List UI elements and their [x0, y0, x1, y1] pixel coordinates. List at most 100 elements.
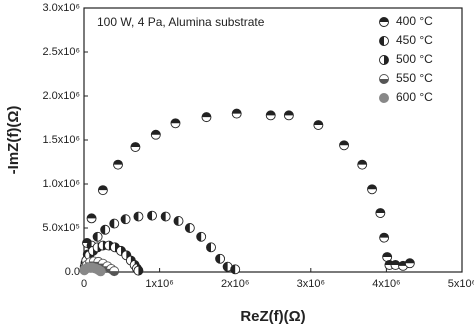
- marker-half: [87, 213, 97, 219]
- y-tick-label: 2.0x10⁶: [42, 90, 80, 102]
- data-point: [92, 231, 103, 242]
- marker-half: [121, 214, 126, 224]
- y-axis-title: -ImZ(f)(Ω): [5, 106, 22, 175]
- marker-half: [100, 225, 106, 235]
- data-point: [184, 223, 195, 233]
- legend-label: 600 °C: [396, 90, 433, 104]
- data-point: [339, 140, 350, 151]
- marker-half: [223, 262, 228, 272]
- data-point: [147, 210, 157, 221]
- y-tick-label: 3.0x10⁶: [42, 2, 80, 14]
- data-point: [130, 142, 141, 152]
- data-point: [100, 224, 111, 235]
- marker-half: [215, 254, 221, 264]
- x-tick-label: 5x10⁶: [448, 278, 474, 290]
- data-point: [222, 261, 233, 272]
- marker-fill: [379, 93, 389, 103]
- data-point: [133, 211, 144, 222]
- annotation: 100 W, 4 Pa, Alumina substrate: [97, 15, 265, 29]
- y-tick-label: 0.0: [65, 266, 80, 278]
- y-tick-label: 2.5x10⁶: [42, 46, 80, 58]
- marker-half: [230, 264, 236, 274]
- y-tick-label: 5.0x10⁵: [42, 222, 80, 234]
- marker-half: [232, 109, 242, 114]
- data-point: [231, 108, 242, 119]
- marker-half: [313, 120, 323, 126]
- x-tick-label: 3x10⁶: [297, 278, 325, 290]
- x-tick-label: 4x10⁶: [372, 278, 400, 290]
- data-point: [196, 231, 207, 242]
- data-point: [113, 159, 123, 170]
- data-point: [170, 118, 181, 129]
- x-tick-label: 0: [81, 278, 87, 290]
- marker-half: [390, 260, 400, 265]
- marker-half: [206, 242, 212, 252]
- marker-half: [379, 233, 389, 238]
- data-point: [367, 184, 377, 195]
- data-point: [357, 159, 368, 170]
- marker-half: [185, 223, 190, 233]
- data-point: [215, 253, 226, 264]
- legend-marker: [379, 17, 389, 27]
- data-point: [404, 258, 415, 269]
- marker-half: [382, 252, 392, 258]
- marker-half: [93, 232, 98, 242]
- marker-half: [284, 110, 294, 116]
- marker-half: [375, 208, 385, 214]
- marker-half: [170, 118, 180, 124]
- marker-half: [379, 17, 389, 22]
- marker-half: [339, 140, 349, 146]
- marker-half: [201, 112, 211, 118]
- marker-half: [151, 130, 161, 135]
- legend-label: 400 °C: [396, 14, 433, 28]
- marker-half: [357, 160, 367, 165]
- x-axis-title: ReZ(f)(Ω): [240, 308, 305, 325]
- data-point: [133, 265, 144, 276]
- data-point: [120, 214, 131, 225]
- data-point: [265, 110, 276, 121]
- x-tick-label: 2x10⁶: [221, 278, 249, 290]
- marker-half: [147, 211, 153, 221]
- marker-half: [109, 271, 119, 276]
- marker-half: [161, 212, 166, 222]
- data-point: [173, 216, 184, 226]
- data-point: [201, 112, 212, 123]
- marker-half: [133, 212, 139, 222]
- y-tick-label: 1.0x10⁶: [42, 178, 80, 190]
- marker-half: [196, 232, 202, 242]
- data-point: [160, 211, 171, 222]
- data-point: [375, 208, 386, 218]
- legend-label: 450 °C: [396, 33, 433, 47]
- marker-half: [113, 160, 123, 165]
- marker-half: [379, 36, 384, 46]
- legend-marker: [379, 55, 389, 65]
- legend-label: 500 °C: [396, 52, 433, 66]
- data-point: [109, 266, 120, 277]
- data-point: [283, 110, 294, 121]
- data-point: [206, 242, 216, 253]
- marker-half: [98, 185, 108, 191]
- y-tick-label: 1.5x10⁶: [42, 134, 80, 146]
- data-point: [86, 213, 97, 224]
- plot-frame: [83, 7, 463, 273]
- data-point: [313, 120, 324, 130]
- legend-marker: [379, 74, 389, 84]
- marker-half: [379, 79, 389, 84]
- marker-half: [138, 266, 143, 276]
- marker-half: [130, 142, 140, 148]
- legend-label: 550 °C: [396, 71, 433, 85]
- data-point: [150, 129, 161, 140]
- marker-fill: [95, 266, 106, 277]
- x-tick-label: 1x10⁶: [145, 278, 173, 290]
- marker-half: [109, 219, 115, 229]
- marker-half: [174, 216, 179, 226]
- data-point: [382, 252, 393, 262]
- marker-half: [384, 55, 389, 65]
- data-point: [97, 185, 108, 196]
- legend-marker: [379, 93, 389, 103]
- marker-half: [266, 110, 276, 116]
- marker-half: [405, 258, 415, 264]
- data-point: [95, 266, 106, 277]
- legend-marker: [379, 36, 389, 46]
